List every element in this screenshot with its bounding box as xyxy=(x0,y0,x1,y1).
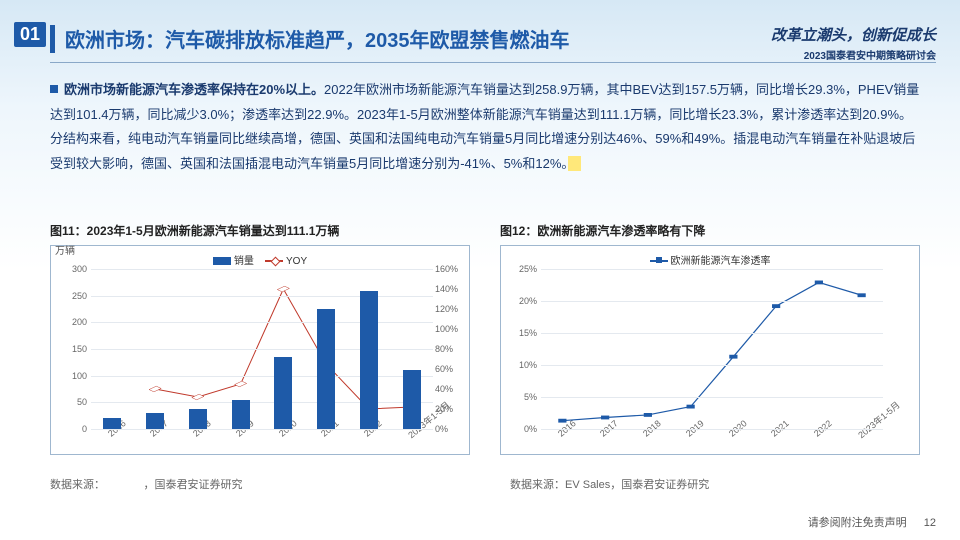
source-right: 数据来源：EV Sales，国泰君安证券研究 xyxy=(510,476,709,492)
legend-line-label: YOY xyxy=(286,256,307,267)
bar xyxy=(103,418,121,429)
bar xyxy=(146,413,164,429)
tagline-main: 改革立潮头，创新促成长 xyxy=(771,24,936,45)
chart12-plot: 0%5%10%15%20%25% 20162017201820192020202… xyxy=(541,269,883,429)
footer: 请参阅附注免责声明 12 xyxy=(808,514,936,530)
page-title: 欧洲市场：汽车碳排放标准趋严，2035年欧盟禁售燃油车 xyxy=(65,24,570,53)
chart11-y-left: 050100150200250300 xyxy=(61,269,87,429)
legend-bar-swatch xyxy=(213,257,231,265)
bar xyxy=(189,409,207,429)
legend-line-swatch xyxy=(265,260,283,262)
bar xyxy=(317,309,335,429)
body-text: 欧洲市场新能源汽车渗透率保持在20%以上。2022年欧洲市场新能源汽车销量达到2… xyxy=(50,78,920,177)
legend-line2-label: 欧洲新能源汽车渗透率 xyxy=(671,256,771,267)
footer-note: 请参阅附注免责声明 xyxy=(808,517,907,529)
page-number: 12 xyxy=(924,517,936,529)
chart11-plot: 050100150200250300 0%20%40%60%80%100%120… xyxy=(91,269,433,429)
chart12-title: 图12：欧洲新能源汽车渗透率略有下降 xyxy=(500,222,920,239)
title-accent-bar xyxy=(50,25,55,53)
legend-line2-swatch xyxy=(650,260,668,262)
chart12-box: 欧洲新能源汽车渗透率 0%5%10%15%20%25% 201620172018… xyxy=(500,245,920,455)
bar xyxy=(403,370,421,429)
tagline: 改革立潮头，创新促成长 2023国泰君安中期策略研讨会 xyxy=(771,24,936,62)
chart11-box: 万辆 销量 YOY 050100150200250300 0%20%40%60%… xyxy=(50,245,470,455)
chart11-legend: 销量 YOY xyxy=(57,252,463,267)
bar xyxy=(232,400,250,429)
chart11-title: 图11：2023年1-5月欧洲新能源汽车销量达到111.1万辆 xyxy=(50,222,470,239)
chart11-x-axis: 20162017201820192020202120222023年1-5月 xyxy=(91,431,433,451)
charts-row: 图11：2023年1-5月欧洲新能源汽车销量达到111.1万辆 万辆 销量 YO… xyxy=(50,222,920,455)
bullet-icon xyxy=(50,85,58,93)
chart11-unit: 万辆 xyxy=(55,242,75,257)
section-badge: 01 xyxy=(14,22,46,47)
chart12-block: 图12：欧洲新能源汽车渗透率略有下降 欧洲新能源汽车渗透率 0%5%10%15%… xyxy=(500,222,920,455)
legend-bar-label: 销量 xyxy=(234,256,254,267)
bar xyxy=(274,357,292,429)
chart12-legend: 欧洲新能源汽车渗透率 xyxy=(507,252,913,267)
title-wrap: 欧洲市场：汽车碳排放标准趋严，2035年欧盟禁售燃油车 xyxy=(50,24,570,53)
chart12-y-left: 0%5%10%15%20%25% xyxy=(511,269,537,429)
chart12-x-axis: 20162017201820192020202120222023年1-5月 xyxy=(541,431,883,451)
header: 欧洲市场：汽车碳排放标准趋严，2035年欧盟禁售燃油车 改革立潮头，创新促成长 … xyxy=(50,24,936,62)
bar xyxy=(360,291,378,429)
lead-sentence: 欧洲市场新能源汽车渗透率保持在20%以上。 xyxy=(64,82,324,97)
source-left: 数据来源： ，国泰君安证券研究 xyxy=(50,476,243,492)
tagline-sub: 2023国泰君安中期策略研讨会 xyxy=(771,47,936,62)
highlight-marker xyxy=(568,156,581,171)
chart12-line-overlay xyxy=(541,269,883,429)
header-divider xyxy=(50,62,936,63)
chart11-block: 图11：2023年1-5月欧洲新能源汽车销量达到111.1万辆 万辆 销量 YO… xyxy=(50,222,470,455)
